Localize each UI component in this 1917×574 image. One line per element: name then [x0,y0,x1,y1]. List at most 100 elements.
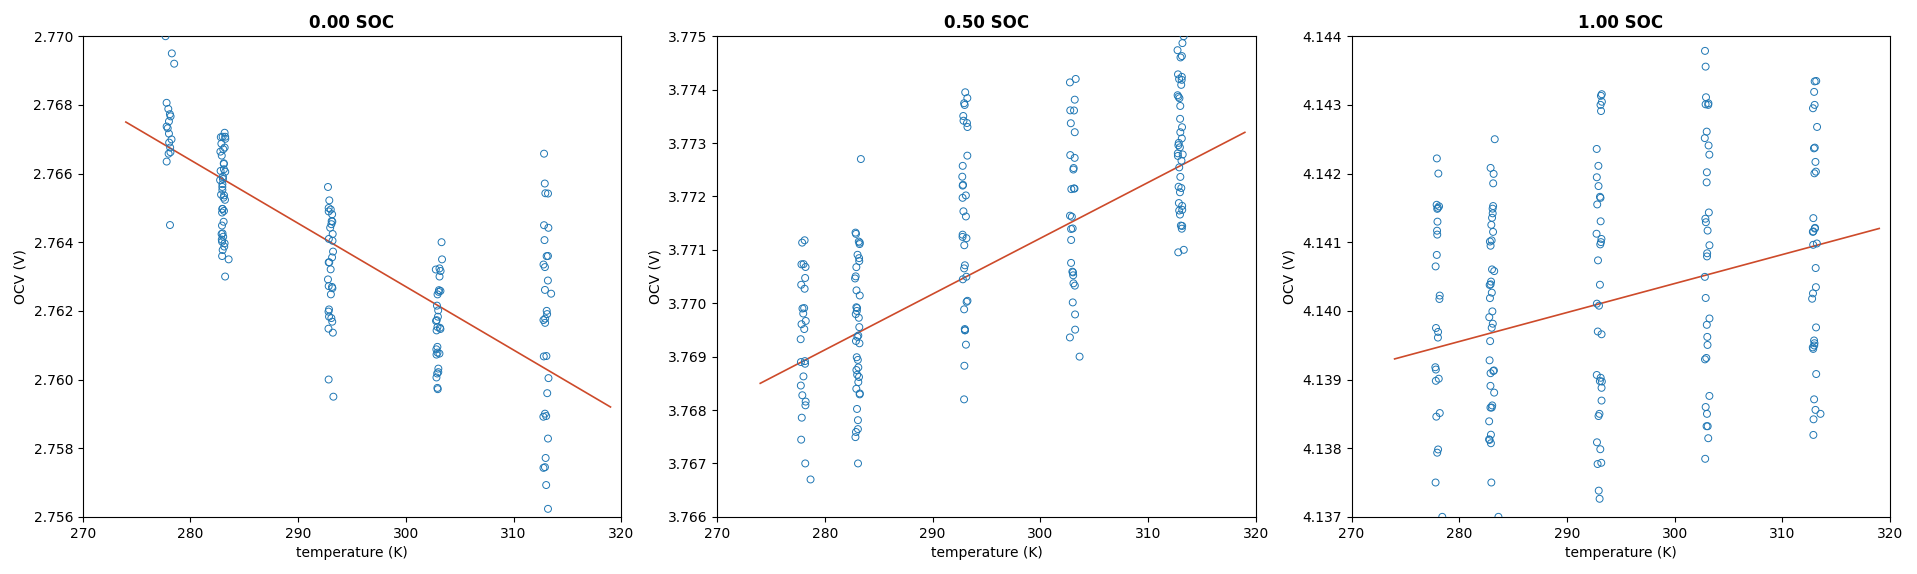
Point [949,241,980,250]
Point [843,378,874,387]
Point [207,185,238,195]
Point [840,433,870,442]
Point [1582,229,1612,238]
Point [153,149,184,158]
Point [842,355,872,364]
Point [949,207,980,216]
Point [1798,336,1829,345]
Point [427,255,458,264]
Point [1689,272,1720,281]
Point [1054,78,1085,87]
Point [843,373,874,382]
Point [842,262,872,272]
Point [531,453,562,463]
Point [316,313,347,323]
Point [424,364,454,373]
Point [1480,135,1511,144]
Point [207,151,238,160]
Point [1474,336,1505,346]
Point [842,304,872,313]
Point [843,425,874,434]
Point [209,191,240,200]
Point [1800,77,1831,86]
Point [1166,188,1196,197]
Point [1691,178,1721,187]
Point [790,262,820,272]
Point [1693,332,1723,342]
Point [316,253,347,262]
Point [424,306,454,315]
Point [1582,459,1612,468]
Point [531,389,562,398]
Point [843,390,874,399]
Point [842,286,872,295]
Point [422,290,452,299]
Point [1420,262,1451,271]
Point [1476,478,1507,487]
Point [1798,144,1829,153]
Point [788,309,819,318]
Point [845,154,876,164]
Point [1689,355,1720,364]
Point [1476,220,1507,230]
Point [842,352,872,362]
Point [312,203,343,212]
Point [843,339,874,348]
Point [531,412,562,421]
Point [426,324,456,333]
Point [1476,288,1507,297]
Point [790,459,820,468]
Point [1585,445,1616,454]
Point [211,134,242,144]
Point [1420,363,1451,372]
Point [1424,291,1455,300]
Point [205,133,236,142]
Point [1474,280,1505,289]
Point [1166,80,1196,90]
Point [312,375,343,384]
Point [1798,227,1829,236]
Point [1583,486,1614,495]
Point [531,307,562,316]
Point [213,255,243,264]
Point [1693,422,1723,431]
Point [949,116,980,125]
Point [155,135,186,144]
Point [949,361,980,370]
Point [1162,45,1192,55]
Point [531,554,562,564]
Point [1424,374,1455,383]
Point [533,504,564,513]
Point [153,138,184,147]
X-axis label: temperature (K): temperature (K) [930,546,1043,560]
Point [1691,454,1721,463]
Point [843,331,874,340]
Point [1058,279,1089,288]
Point [1474,403,1505,412]
Point [1585,377,1616,386]
Point [1478,319,1509,328]
Point [1167,32,1198,41]
Point [209,217,240,226]
Point [1058,164,1089,173]
Point [1478,201,1509,211]
Point [788,391,819,400]
Point [1695,391,1725,401]
Point [786,381,817,390]
Point [153,129,184,138]
Point [426,238,456,247]
Point [531,251,562,261]
Point [209,195,240,204]
Point [153,117,184,126]
Point [1800,263,1831,273]
Point [151,122,182,131]
Point [422,316,452,325]
Point [529,564,560,573]
Point [1582,173,1612,182]
Point [207,208,238,217]
Point [424,264,454,273]
Point [790,324,820,333]
Point [843,416,874,425]
Point [1476,277,1507,286]
Point [1691,92,1721,102]
